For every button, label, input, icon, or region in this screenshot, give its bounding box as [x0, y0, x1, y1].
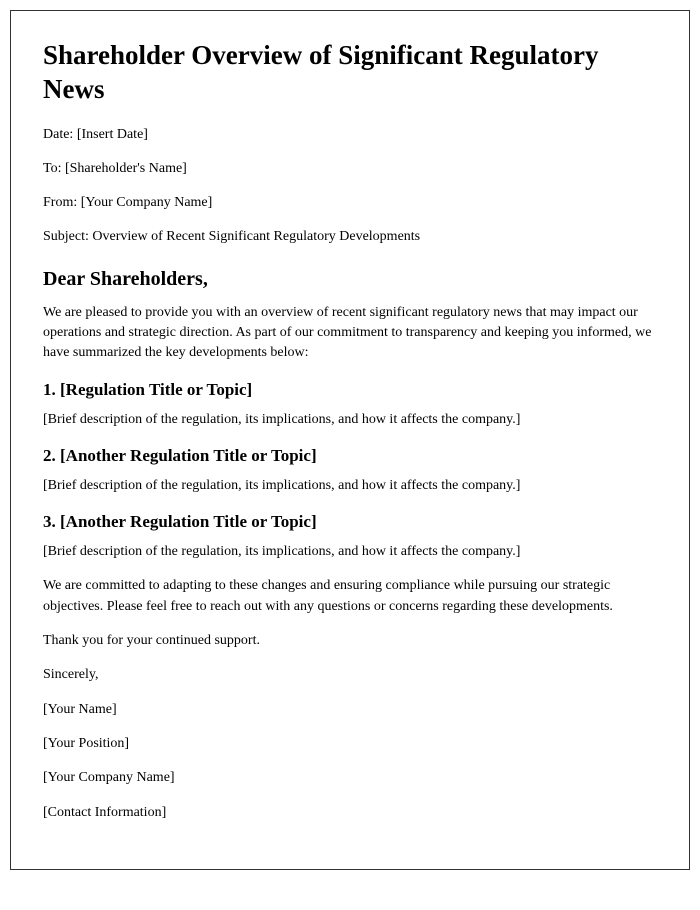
commitment-paragraph: We are committed to adapting to these ch…	[43, 576, 657, 617]
section-3-body: [Brief description of the regulation, it…	[43, 542, 657, 562]
meta-to: To: [Shareholder's Name]	[43, 159, 657, 179]
meta-date: Date: [Insert Date]	[43, 125, 657, 145]
section-1-heading: 1. [Regulation Title or Topic]	[43, 380, 657, 400]
document-page: Shareholder Overview of Significant Regu…	[10, 10, 690, 870]
signature-company: [Your Company Name]	[43, 768, 657, 788]
closing-line: Sincerely,	[43, 665, 657, 685]
meta-subject: Subject: Overview of Recent Significant …	[43, 227, 657, 247]
intro-paragraph: We are pleased to provide you with an ov…	[43, 303, 657, 364]
signature-position: [Your Position]	[43, 734, 657, 754]
signature-name: [Your Name]	[43, 700, 657, 720]
thanks-line: Thank you for your continued support.	[43, 631, 657, 651]
section-2-heading: 2. [Another Regulation Title or Topic]	[43, 446, 657, 466]
meta-from: From: [Your Company Name]	[43, 193, 657, 213]
section-3-heading: 3. [Another Regulation Title or Topic]	[43, 512, 657, 532]
section-1-body: [Brief description of the regulation, it…	[43, 410, 657, 430]
salutation: Dear Shareholders,	[43, 268, 657, 291]
signature-contact: [Contact Information]	[43, 803, 657, 823]
document-title: Shareholder Overview of Significant Regu…	[43, 39, 657, 107]
section-2-body: [Brief description of the regulation, it…	[43, 476, 657, 496]
